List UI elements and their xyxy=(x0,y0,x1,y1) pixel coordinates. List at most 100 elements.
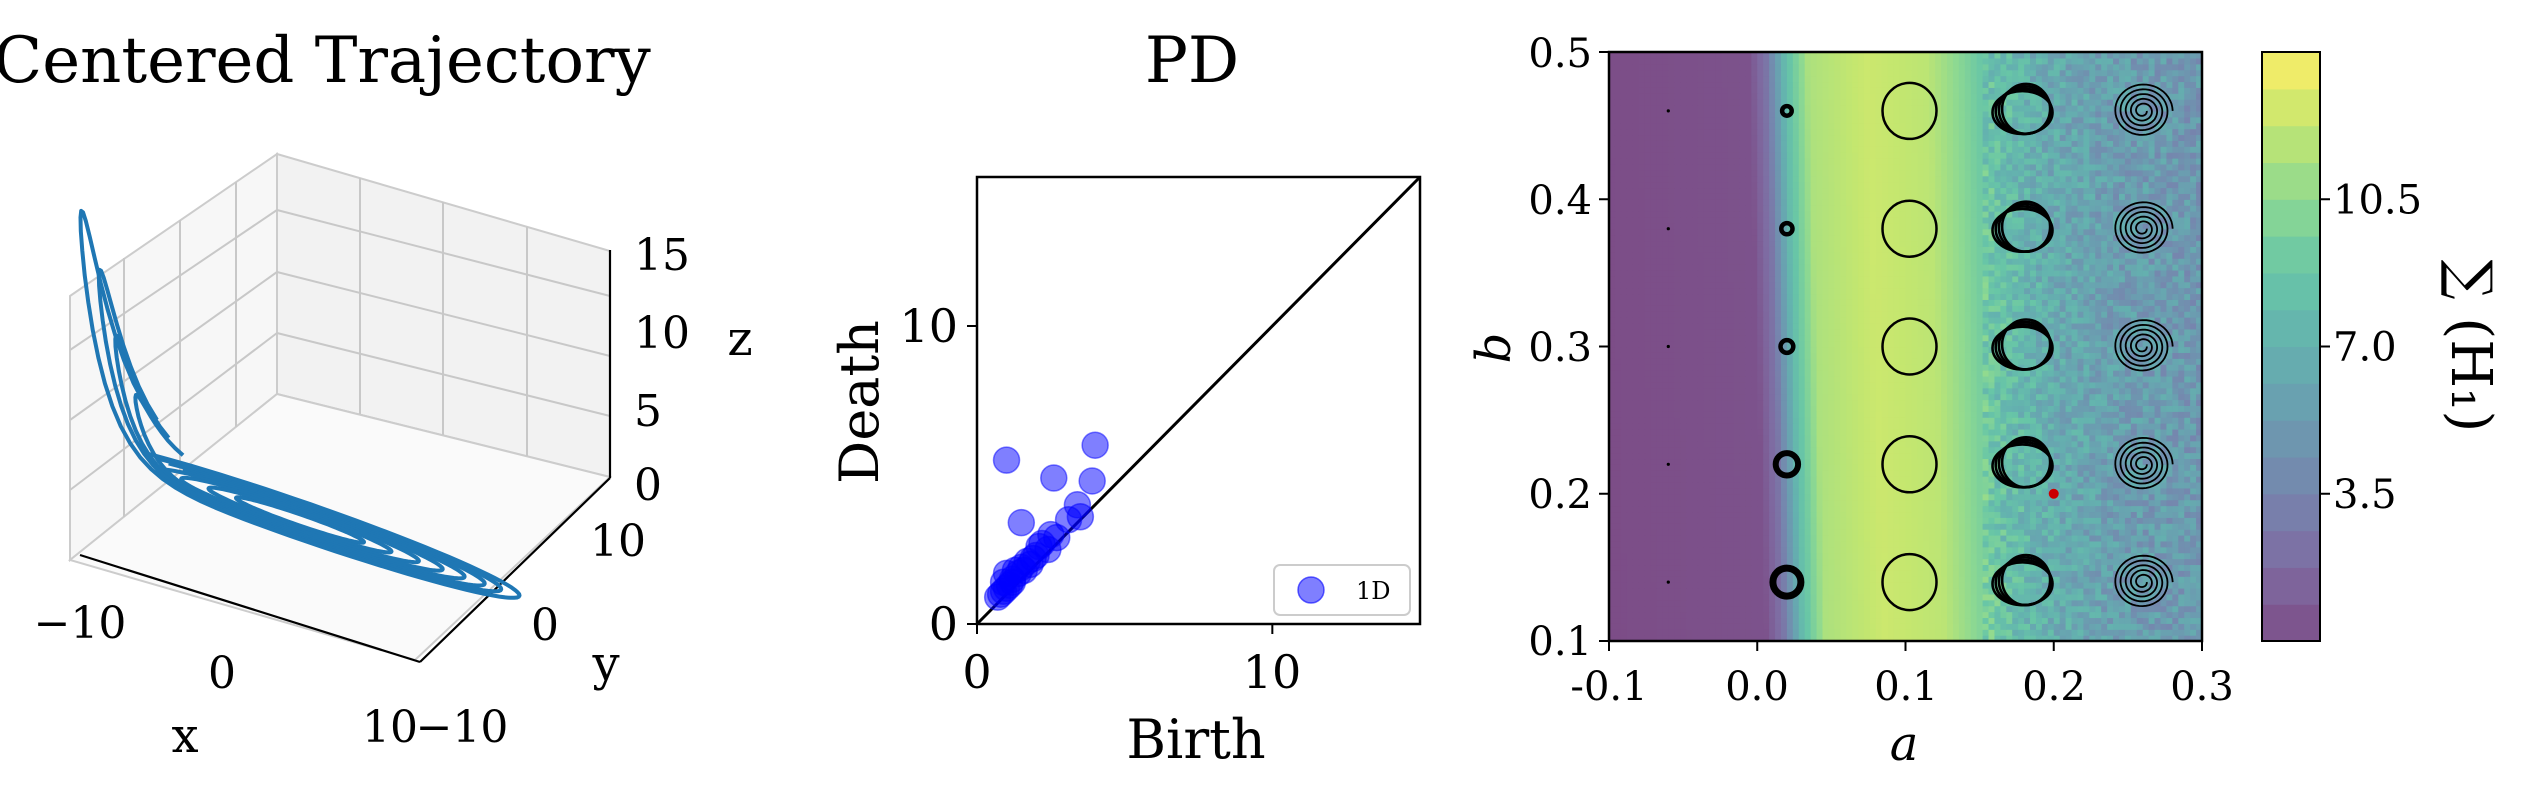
heatmap-cell xyxy=(2095,387,2102,395)
heatmap-cell xyxy=(1828,428,1835,436)
heatmap-cell xyxy=(2018,381,2025,389)
heatmap-cell xyxy=(2077,599,2084,607)
heatmap-cell xyxy=(1638,370,1646,377)
heatmap-cell xyxy=(1911,505,1918,513)
heatmap-cell xyxy=(2006,417,2013,424)
heatmap-cell xyxy=(2124,552,2132,560)
heatmap-cell xyxy=(1751,570,1758,577)
heatmap-cell xyxy=(2053,593,2061,601)
heatmap-cell xyxy=(1609,387,1616,395)
heatmap-cell xyxy=(1863,393,1871,401)
heatmap-cell xyxy=(1745,529,1752,536)
heatmap-cell xyxy=(2059,499,2067,507)
heatmap-cell xyxy=(1638,576,1646,583)
heatmap-cell xyxy=(2124,440,2132,448)
heatmap-cell xyxy=(1626,540,1634,548)
heatmap-cell xyxy=(1709,635,1717,641)
heatmap-cell xyxy=(1834,375,1841,383)
heatmap-cell xyxy=(1958,428,1966,436)
heatmap-cell xyxy=(1644,558,1652,566)
heatmap-cell xyxy=(1680,570,1687,577)
heatmap-cell xyxy=(1929,428,1936,436)
heatmap-cell xyxy=(1858,611,1865,619)
pd-y-tick-label: 0 xyxy=(929,597,958,651)
heatmap-cell xyxy=(1792,623,1800,630)
heatmap-cell xyxy=(1662,582,1669,589)
heatmap-cell xyxy=(1798,440,1806,448)
heatmap-cell xyxy=(1816,399,1824,406)
heatmap-cell xyxy=(2101,358,2108,365)
heatmap-cell xyxy=(1952,529,1960,536)
heatmap-cell xyxy=(1929,434,1936,442)
heatmap-cell xyxy=(2024,417,2031,424)
heatmap-cell xyxy=(1656,352,1663,359)
heatmap-cell xyxy=(2148,599,2156,607)
heatmap-cell xyxy=(1863,605,1871,613)
heatmap-cell xyxy=(2184,558,2191,566)
heatmap-cell xyxy=(1941,587,1948,595)
heatmap-cell xyxy=(2006,517,2013,524)
heatmap-cell xyxy=(1828,352,1835,359)
heatmap-cell xyxy=(1828,417,1835,424)
heatmap-cell xyxy=(2142,423,2150,430)
heatmap-cell xyxy=(2166,493,2173,501)
heatmap-cell xyxy=(1994,617,2001,624)
heatmap-cell xyxy=(1674,517,1681,524)
heatmap-cell xyxy=(1875,635,1883,641)
heatmap-cell xyxy=(1840,481,1847,489)
heatmap-cell xyxy=(2024,452,2031,460)
heatmap-cell xyxy=(1650,370,1658,377)
heatmap-cell xyxy=(2041,570,2049,577)
heatmap-cell xyxy=(1929,381,1936,389)
heatmap-cell xyxy=(1727,587,1735,595)
heatmap-cell xyxy=(1988,387,1996,395)
heatmap-cell xyxy=(1620,358,1628,365)
heatmap-cell xyxy=(1852,476,1859,483)
heatmap-cell xyxy=(1715,470,1723,477)
heatmap-cell xyxy=(2160,617,2168,624)
heatmap-cell xyxy=(1745,381,1752,389)
heatmap-cell xyxy=(1917,629,1924,636)
heatmap-cell xyxy=(1941,564,1948,571)
heatmap-cell xyxy=(2154,593,2162,601)
heatmap-cell xyxy=(2071,411,2079,418)
heatmap-cell xyxy=(1822,393,1830,401)
heatmap-cell xyxy=(2083,540,2090,548)
heatmap-cell xyxy=(1976,576,1984,583)
heatmap-cell xyxy=(2107,499,2114,507)
heatmap-cell xyxy=(2012,534,2019,542)
heatmap-cell xyxy=(1614,623,1622,630)
heatmap-cell xyxy=(1733,523,1741,530)
heatmap-cell xyxy=(1686,370,1693,377)
heatmap-cell xyxy=(2101,546,2108,554)
heatmap-cell xyxy=(1727,534,1735,542)
heatmap-cell xyxy=(1846,434,1853,442)
heatmap-cell xyxy=(1792,517,1800,524)
heatmap-cell xyxy=(1822,440,1830,448)
heatmap-cell xyxy=(1976,464,1984,471)
heatmap-cell xyxy=(1935,605,1942,613)
heatmap-cell xyxy=(1632,546,1640,554)
heatmap-cell xyxy=(1988,505,1996,513)
heatmap-cell xyxy=(2190,558,2197,566)
heatmap-cell xyxy=(1626,428,1634,436)
heatmap-cell xyxy=(2166,617,2173,624)
heatmap-cell xyxy=(2142,629,2150,636)
heatmap-cell xyxy=(1899,493,1907,501)
heatmap-cell xyxy=(2190,499,2197,507)
heatmap-cell xyxy=(2012,352,2019,359)
heatmap-cell xyxy=(1947,540,1954,548)
heatmap-cell xyxy=(1858,434,1865,442)
heatmap-cell xyxy=(1893,635,1901,641)
heatmap-cell xyxy=(1852,487,1859,495)
heatmap-cell xyxy=(2059,370,2067,377)
heatmap-cell xyxy=(2130,481,2138,489)
heatmap-cell xyxy=(1632,481,1640,489)
heatmap-cell xyxy=(2113,458,2120,465)
heatmap-cell xyxy=(1863,470,1871,477)
heatmap-cell xyxy=(2053,446,2061,454)
heatmap-cell xyxy=(2041,605,2049,613)
heatmap-cell xyxy=(1923,476,1930,483)
heatmap-cell xyxy=(1869,593,1877,601)
heatmap-cell xyxy=(2113,505,2120,513)
